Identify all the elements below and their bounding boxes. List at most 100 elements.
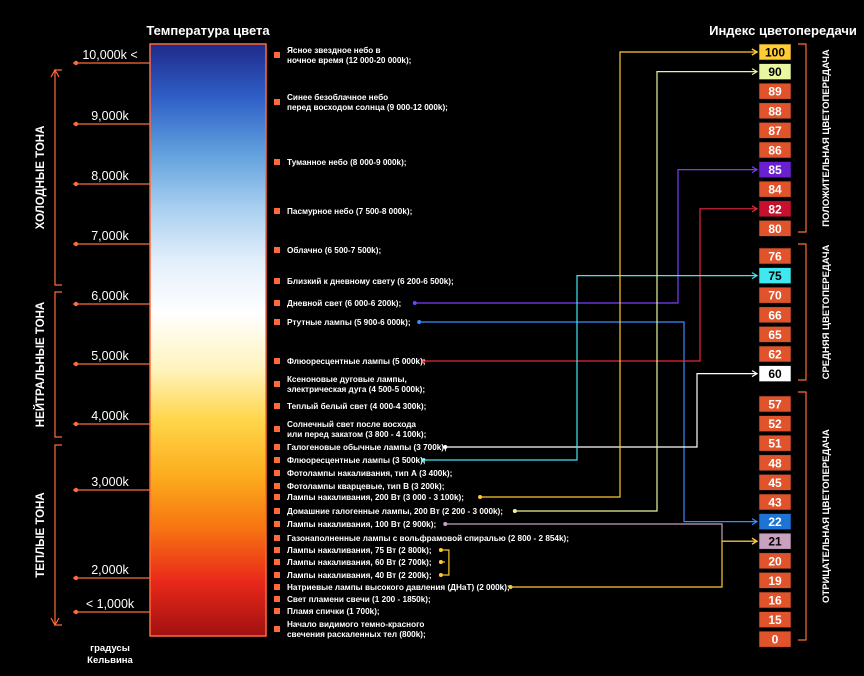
kelvin-tick-label: 4,000k <box>91 409 129 423</box>
source-marker <box>274 52 280 58</box>
connector-arrow <box>751 537 759 545</box>
cri-box <box>758 493 792 511</box>
cri-box <box>758 220 792 237</box>
cri-box <box>758 43 792 61</box>
source-label: Пламя спички (1 700k); <box>287 607 380 616</box>
cri-box <box>758 513 792 530</box>
source-marker <box>274 457 280 463</box>
cri-value: 65 <box>768 328 782 342</box>
connector-arrow <box>751 48 759 56</box>
cri-bracket <box>798 243 807 381</box>
source-marker <box>274 403 280 409</box>
kelvin-tick-dot <box>73 60 79 66</box>
source-label-line2: ночное время (12 000-20 000k); <box>287 56 411 65</box>
cri-value: 88 <box>768 104 782 118</box>
cri-value: 90 <box>768 65 782 79</box>
connector-start-dot <box>438 548 443 552</box>
source-label-line2: или перед закатом (3 800 - 4 100k); <box>287 430 426 439</box>
source-marker <box>274 444 280 450</box>
source-label: Фотолампы кварцевые, тип В (3 200k); <box>287 482 444 491</box>
cri-box <box>758 180 792 198</box>
cri-value: 82 <box>768 202 782 216</box>
cri-box <box>758 630 792 648</box>
source-marker <box>274 596 280 602</box>
cri-value: 75 <box>768 269 782 283</box>
source-label: Лампы накаливания, 200 Вт (3 000 - 3 100… <box>287 493 464 502</box>
source-label: Дневной свет (6 000-6 200k); <box>287 299 401 308</box>
source-marker <box>274 535 280 541</box>
kelvin-tick-dot <box>73 181 79 187</box>
spectrum-bar <box>149 43 267 637</box>
cri-value: 52 <box>768 417 782 431</box>
connector-arrow <box>751 68 759 76</box>
source-label: Ртутные лампы (5 900-6 000k); <box>287 318 411 327</box>
cri-value: 60 <box>768 367 782 381</box>
cri-bracket <box>798 43 807 233</box>
source-label: Флюоресцентные лампы (5 000k); <box>287 357 426 366</box>
tone-bracket <box>54 444 62 626</box>
cri-box <box>758 102 792 120</box>
connector-start-dot <box>478 495 483 499</box>
source-marker <box>274 559 280 565</box>
kelvin-tick-dot <box>73 421 79 427</box>
kelvin-tick-dot <box>73 121 79 127</box>
cri-box <box>758 286 792 304</box>
cri-box <box>758 572 792 589</box>
kelvin-tick-label: < 1,000k <box>86 597 135 611</box>
cri-box <box>758 306 792 324</box>
cri-value: 76 <box>768 250 782 264</box>
source-label: Теплый белый свет (4 000-4 300k); <box>287 401 426 411</box>
lamp-group-bracket <box>444 549 450 576</box>
cri-value: 48 <box>768 456 782 470</box>
source-label: Флюоресцентные лампы (3 500k); <box>287 456 426 465</box>
cri-box <box>758 395 792 413</box>
cri-box <box>758 141 792 159</box>
source-marker <box>274 278 280 284</box>
source-marker <box>274 572 280 578</box>
connector-start-dot <box>443 445 448 449</box>
connector-line <box>414 169 757 304</box>
cri-value: 0 <box>772 633 779 647</box>
tone-group-label: ТЕПЛЫЕ ТОНА <box>35 492 47 577</box>
connector-start-dot <box>508 585 513 589</box>
cri-value: 15 <box>768 613 782 627</box>
source-label: Близкий к дневному свету (6 200-6 500k); <box>287 277 454 286</box>
tone-group-label: ХОЛОДНЫЕ ТОНА <box>35 126 47 230</box>
tone-groups: ХОЛОДНЫЕ ТОНА НЕЙТРАЛЬНЫЕ ТОНА ТЕПЛЫЕ ТОНА <box>34 68 62 627</box>
source-marker <box>274 208 280 214</box>
connector-lines <box>412 48 759 589</box>
source-label: Синее безоблачное небо <box>287 92 388 102</box>
kelvin-scale: 10,000k < 9,000k 8,000k 7,000k 6,000k 5,000k 4… <box>73 48 150 615</box>
kelvin-tick-dot <box>73 609 79 615</box>
cri-box <box>758 552 792 570</box>
cri-value: 85 <box>768 163 782 177</box>
kelvin-tick-label: 7,000k <box>91 229 129 243</box>
cri-value: 45 <box>768 476 782 490</box>
connector-line <box>445 373 757 448</box>
kelvin-tick-dot <box>73 241 79 247</box>
cri-box <box>758 267 792 284</box>
connector-start-dot <box>443 522 448 526</box>
cri-box <box>758 200 792 218</box>
cri-box <box>758 532 792 550</box>
cri-box <box>758 434 792 452</box>
cri-value: 57 <box>768 398 782 412</box>
source-marker <box>274 159 280 165</box>
source-marker <box>274 494 280 500</box>
cri-value: 86 <box>768 144 782 158</box>
source-label: Натриевые лампы высокого давления (ДНаТ)… <box>287 583 510 592</box>
kelvin-tick-dot <box>73 487 79 493</box>
cri-box <box>758 247 792 265</box>
kelvin-tick-dot <box>73 575 79 581</box>
connector-start-dot <box>438 573 443 577</box>
connector-start-dot <box>421 359 426 363</box>
source-marker <box>274 300 280 306</box>
cri-value: 16 <box>768 594 782 608</box>
source-label: Лампы накаливания, 40 Вт (2 200k); <box>287 571 432 580</box>
cri-box <box>758 415 792 432</box>
cri-value: 70 <box>768 289 782 303</box>
source-marker <box>274 547 280 553</box>
cri-value: 84 <box>768 183 782 197</box>
cri-box <box>758 161 792 178</box>
